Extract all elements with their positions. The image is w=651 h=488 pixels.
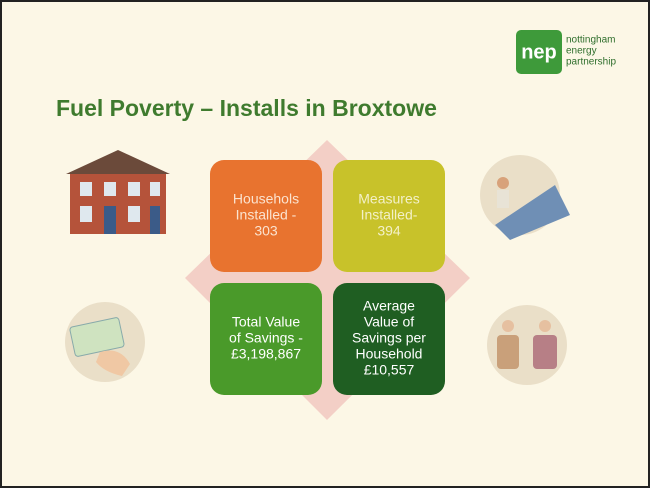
logo-mark: nep xyxy=(521,41,557,63)
info-box-text: Value of xyxy=(364,314,414,330)
info-box-text: Installed - xyxy=(236,207,297,223)
info-box-text: £10,557 xyxy=(364,362,415,378)
info-box-text: Savings per xyxy=(352,330,426,346)
info-box-text: £3,198,867 xyxy=(231,346,301,362)
info-box-text: 394 xyxy=(377,223,401,239)
elderly-illustration xyxy=(487,305,567,385)
info-box-text: Househols xyxy=(233,191,299,207)
info-box-text: 303 xyxy=(254,223,278,239)
logo-line: energy xyxy=(566,46,597,57)
slide-title: Fuel Poverty – Installs in Broxtowe xyxy=(56,95,437,121)
card-illustration xyxy=(65,302,145,382)
slide: nep nottingham energy partnership Fuel P… xyxy=(0,0,651,488)
logo-line: nottingham xyxy=(566,35,615,46)
info-box-text: of Savings - xyxy=(229,330,303,346)
info-box-text: Household xyxy=(356,346,423,362)
info-box-text: Average xyxy=(363,298,415,314)
info-box-text: Total Value xyxy=(232,314,300,330)
info-box-text: Installed- xyxy=(361,207,418,223)
info-box-text: Measures xyxy=(358,191,419,207)
logo-line: partnership xyxy=(566,57,616,68)
